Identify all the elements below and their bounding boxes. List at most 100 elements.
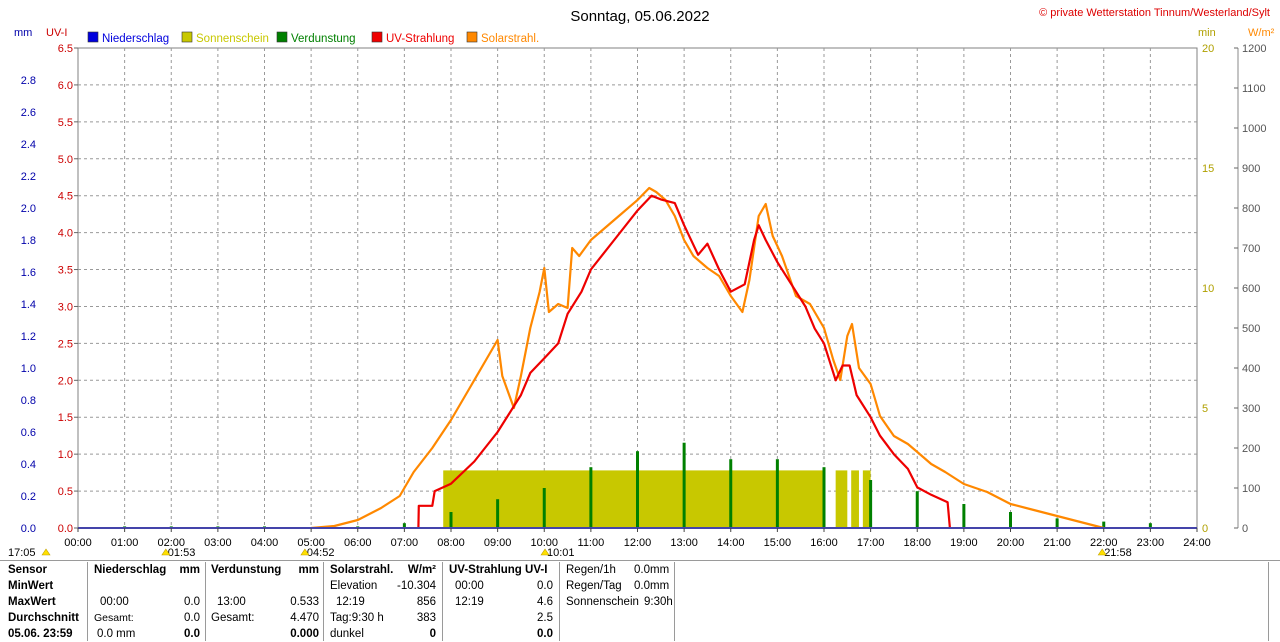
legend-swatch <box>87 31 99 43</box>
panel-separator <box>0 560 1280 561</box>
verdunstung-bar <box>962 504 966 528</box>
mm-tick: 0.0 <box>21 523 36 535</box>
legend-swatch <box>371 31 383 43</box>
x-tick: 01:00 <box>111 537 139 549</box>
legend-label: Solarstrahl. <box>481 33 539 45</box>
verdunstung-unit: mm <box>298 564 319 576</box>
mm-tick: 0.6 <box>21 427 36 439</box>
x-tick: 04:00 <box>251 537 279 549</box>
x-tick: 18:00 <box>903 537 931 549</box>
verdunstung-bar <box>775 459 779 528</box>
date-label: 05.06. 23:59 <box>8 628 73 640</box>
x-tick: 19:00 <box>950 537 978 549</box>
x-tick: 13:00 <box>670 537 698 549</box>
mm-tick: 0.8 <box>21 395 36 407</box>
time-marker-label: 04:52 <box>307 547 335 559</box>
durchschnitt-label: Durchschnitt <box>8 612 79 624</box>
solar-max-value: 856 <box>416 596 436 608</box>
uv-avg-label <box>449 610 515 626</box>
verdunstung-column: Verdunstung mm 13:00 0.533 Gesamt: 4.470 0.… <box>211 562 319 641</box>
mm-tick: 2.4 <box>21 139 36 151</box>
min-tick: 15 <box>1202 163 1214 175</box>
wm2-tick: 700 <box>1242 243 1260 255</box>
mm-tick: 1.2 <box>21 331 36 343</box>
mm-tick: 1.6 <box>21 267 36 279</box>
time-marker-label: 21:58 <box>1104 547 1132 559</box>
verdunstung-bar <box>1102 521 1106 528</box>
x-tick: 10:00 <box>530 537 558 549</box>
x-tick: 02:00 <box>157 537 185 549</box>
uv-max-time: 12:19 <box>455 596 484 608</box>
niederschlag-min-time <box>94 578 164 594</box>
verdunstung-bar <box>822 467 826 528</box>
scrollbar-track[interactable] <box>1268 562 1269 641</box>
solar-max-time: 12:19 <box>336 596 365 608</box>
uv-now-label <box>449 626 515 642</box>
sonnenschein-value: 9:30h <box>644 596 673 608</box>
sunshine-bar <box>835 470 848 528</box>
sun-marker-icon <box>161 548 171 556</box>
wm2-tick: 900 <box>1242 163 1260 175</box>
niederschlag-max-value: 0.0 <box>184 596 200 608</box>
uv-axis-label: UV-I <box>46 27 67 39</box>
x-tick: 06:00 <box>344 537 372 549</box>
mm-tick: 1.4 <box>21 299 36 311</box>
min-tick: 5 <box>1202 403 1208 415</box>
x-tick: 20:00 <box>997 537 1025 549</box>
uv-tick: 6.5 <box>58 43 73 55</box>
wm2-tick: 1000 <box>1242 123 1266 135</box>
solar-avg-value: 383 <box>416 612 436 624</box>
uv-tick: 2.5 <box>58 338 73 350</box>
verdunstung-max-value: 0.533 <box>290 596 319 608</box>
x-tick: 16:00 <box>810 537 838 549</box>
sun-marker-icon <box>1097 548 1107 556</box>
time-marker-label: 17:05 <box>8 547 36 559</box>
verdunstung-min-value <box>281 578 319 594</box>
sunshine-bars <box>443 470 871 528</box>
x-tick: 23:00 <box>1137 537 1165 549</box>
mm-tick: 1.0 <box>21 363 36 375</box>
legend-swatch <box>181 31 193 43</box>
misc-column: Regen/1h 0.0mm Regen/Tag 0.0mm Sonnenschei… <box>566 562 674 641</box>
uv-tick: 4.0 <box>58 228 73 240</box>
niederschlag-column: Niederschlag mm 00:00 0.0 Gesamt: 0.0 0.0 m… <box>94 562 200 641</box>
min-axis-label: min <box>1198 27 1216 39</box>
column-divider <box>442 562 443 641</box>
minwert-label: MinWert <box>8 580 54 592</box>
regen-tag-value: 0.0mm <box>634 580 670 592</box>
uv-tick: 0.5 <box>58 486 73 498</box>
solar-unit: W/m² <box>407 564 436 576</box>
niederschlag-total-value: 0.0 <box>184 612 200 624</box>
x-tick: 24:00 <box>1183 537 1211 549</box>
x-tick: 08:00 <box>437 537 465 549</box>
column-divider <box>87 562 88 641</box>
solar-elevation-value: -10.304 <box>396 580 436 592</box>
solar-column: Solarstrahl. W/m² Elevation -10.304 12:19 8… <box>330 562 436 641</box>
wm2-tick: 100 <box>1242 483 1260 495</box>
wm2-tick: 1200 <box>1242 43 1266 55</box>
time-marker-label: 01:53 <box>168 547 196 559</box>
verdunstung-header: Verdunstung <box>211 564 282 576</box>
niederschlag-unit: mm <box>179 564 200 576</box>
regen-tag-label: Regen/Tag <box>566 580 622 592</box>
sunshine-bar <box>862 470 871 528</box>
uv-tick: 6.0 <box>58 80 73 92</box>
wm2-tick: 1100 <box>1242 83 1266 95</box>
x-tick: 14:00 <box>717 537 745 549</box>
column-divider <box>323 562 324 641</box>
legend-swatch <box>276 31 288 43</box>
regen-1h-value: 0.0mm <box>634 564 670 576</box>
uv-tick: 2.0 <box>58 375 73 387</box>
uv-tick: 5.0 <box>58 154 73 166</box>
maxwert-label: MaxWert <box>8 596 56 608</box>
min-tick: 20 <box>1202 43 1214 55</box>
x-tick: 21:00 <box>1043 537 1071 549</box>
min-tick: 0 <box>1202 523 1208 535</box>
wm2-axis-label: W/m² <box>1248 27 1275 39</box>
uv-tick: 3.5 <box>58 265 73 277</box>
min-tick: 10 <box>1202 283 1214 295</box>
verdunstung-bar <box>402 523 406 528</box>
verdunstung-total-label: Gesamt: <box>211 612 255 624</box>
legend-label: Sonnenschein <box>196 33 269 45</box>
x-tick: 22:00 <box>1090 537 1118 549</box>
